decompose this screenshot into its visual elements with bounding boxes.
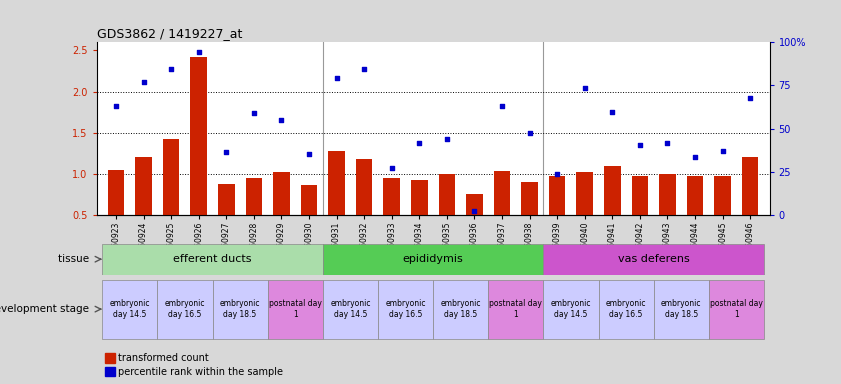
Point <box>661 141 674 147</box>
Point <box>330 74 343 81</box>
Text: postnatal day
1: postnatal day 1 <box>710 300 763 319</box>
Bar <box>709 280 764 339</box>
Text: embryonic
day 14.5: embryonic day 14.5 <box>109 300 150 319</box>
Bar <box>273 172 290 256</box>
Bar <box>301 185 317 256</box>
Bar <box>103 244 323 275</box>
Point <box>551 171 564 177</box>
Bar <box>328 151 345 256</box>
Text: embryonic
day 18.5: embryonic day 18.5 <box>220 300 261 319</box>
Bar <box>411 180 427 256</box>
Text: epididymis: epididymis <box>403 254 463 264</box>
Bar <box>742 157 759 256</box>
Bar <box>543 244 764 275</box>
Text: transformed count: transformed count <box>118 353 209 363</box>
Text: efferent ducts: efferent ducts <box>173 254 251 264</box>
Bar <box>604 166 621 256</box>
Point <box>192 49 205 55</box>
Point <box>357 66 371 73</box>
Point <box>633 142 647 148</box>
Point <box>275 116 288 122</box>
Text: GDS3862 / 1419227_at: GDS3862 / 1419227_at <box>97 27 242 40</box>
Point <box>468 208 481 214</box>
Text: postnatal day
1: postnatal day 1 <box>489 300 542 319</box>
Bar <box>599 280 653 339</box>
Point <box>716 148 729 154</box>
Text: embryonic
day 16.5: embryonic day 16.5 <box>165 300 205 319</box>
Bar <box>521 182 538 256</box>
Text: embryonic
day 18.5: embryonic day 18.5 <box>441 300 481 319</box>
Bar <box>378 280 433 339</box>
Bar <box>576 172 593 256</box>
Bar <box>543 280 599 339</box>
Bar <box>323 244 543 275</box>
Bar <box>103 280 157 339</box>
Bar <box>659 174 676 256</box>
Bar <box>383 178 400 256</box>
Bar <box>489 280 543 339</box>
Text: development stage: development stage <box>0 304 93 314</box>
Point <box>165 66 178 73</box>
Point <box>109 103 123 109</box>
Point <box>523 130 537 136</box>
Bar <box>653 280 709 339</box>
Text: embryonic
day 14.5: embryonic day 14.5 <box>551 300 591 319</box>
Point <box>220 149 233 155</box>
Bar <box>687 175 703 256</box>
Point <box>688 154 701 161</box>
Bar <box>135 157 152 256</box>
Bar <box>433 280 489 339</box>
Bar <box>218 184 235 256</box>
Text: postnatal day
1: postnatal day 1 <box>269 300 322 319</box>
Point <box>606 109 619 115</box>
Point <box>302 151 315 157</box>
Point <box>743 95 757 101</box>
Point <box>385 165 399 171</box>
Text: embryonic
day 16.5: embryonic day 16.5 <box>606 300 647 319</box>
Bar <box>439 174 455 256</box>
Text: embryonic
day 14.5: embryonic day 14.5 <box>331 300 371 319</box>
Bar <box>714 175 731 256</box>
Text: percentile rank within the sample: percentile rank within the sample <box>118 367 283 377</box>
Bar <box>549 175 565 256</box>
Bar <box>246 178 262 256</box>
Point <box>578 85 591 91</box>
Point <box>440 136 453 142</box>
Bar <box>190 57 207 256</box>
Text: tissue: tissue <box>58 254 93 264</box>
Point <box>137 79 151 85</box>
Bar <box>494 171 510 256</box>
Bar <box>163 139 179 256</box>
Bar <box>323 280 378 339</box>
Bar <box>466 194 483 256</box>
Bar <box>213 280 267 339</box>
Bar <box>356 159 373 256</box>
Bar <box>632 175 648 256</box>
Bar <box>157 280 213 339</box>
Text: vas deferens: vas deferens <box>618 254 690 264</box>
Text: embryonic
day 18.5: embryonic day 18.5 <box>661 300 701 319</box>
Point <box>413 139 426 146</box>
Bar <box>267 280 323 339</box>
Bar <box>108 170 124 256</box>
Point <box>495 103 509 109</box>
Point <box>247 110 261 116</box>
Text: embryonic
day 16.5: embryonic day 16.5 <box>385 300 426 319</box>
